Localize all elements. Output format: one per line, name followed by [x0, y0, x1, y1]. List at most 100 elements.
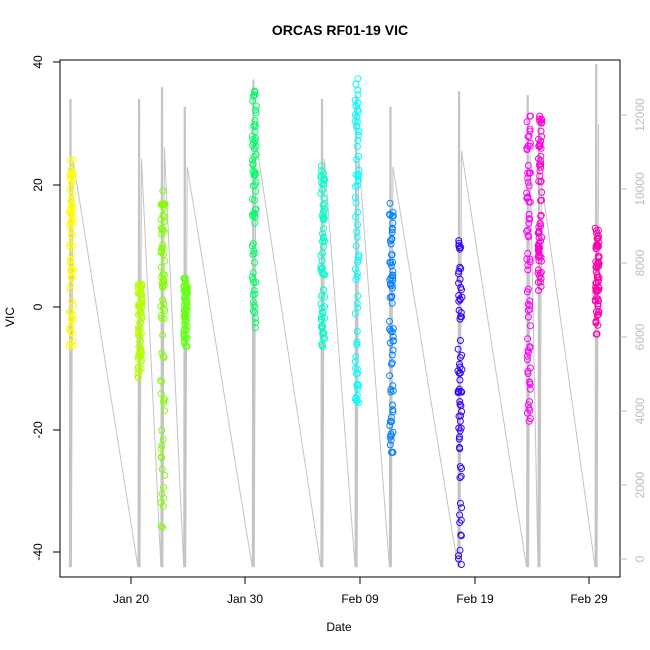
vic-point — [523, 227, 531, 235]
vic-point — [251, 137, 259, 145]
vic-point — [594, 234, 602, 242]
x-axis-label: Date — [326, 620, 352, 634]
vic-point — [136, 338, 144, 345]
vic-point — [536, 270, 544, 277]
vic-point — [353, 299, 361, 307]
vic-point — [594, 259, 602, 267]
vic-point — [523, 356, 531, 364]
vic-point — [354, 292, 362, 300]
vic-point — [159, 296, 167, 304]
y-axis-right: 12000 10000 8000 6000 4000 2000 0 — [620, 98, 647, 562]
vic-point — [351, 310, 359, 317]
vic-point — [523, 189, 531, 197]
vic-point — [352, 394, 360, 402]
vic-point — [67, 200, 75, 208]
vic-point — [318, 257, 326, 265]
vic-point — [351, 265, 359, 273]
vic-point — [537, 211, 545, 219]
y-tick-label: -40 — [31, 543, 45, 561]
vic-point — [538, 257, 545, 265]
y-right-tick-label: 6000 — [633, 323, 647, 350]
vic-point — [594, 300, 602, 308]
vic-point — [537, 144, 545, 152]
vic-point — [248, 195, 256, 203]
vic-point — [595, 252, 603, 260]
vic-point — [251, 290, 259, 298]
vic-point — [537, 283, 545, 290]
vic-point — [159, 270, 167, 278]
vic-point — [160, 353, 168, 361]
vic-point — [353, 338, 361, 346]
vic-point — [159, 435, 167, 443]
vic-point — [158, 244, 166, 252]
vic-point — [69, 156, 77, 164]
vic-point — [526, 398, 533, 406]
vic-point — [537, 178, 545, 186]
vic-point — [68, 250, 76, 258]
vic-point — [456, 354, 464, 361]
vic-point — [525, 210, 533, 218]
vic-point — [524, 335, 532, 343]
vic-point — [536, 252, 544, 260]
vic-point — [319, 264, 326, 272]
vic-point — [66, 243, 74, 251]
vic-point — [180, 274, 188, 282]
vic-point — [389, 406, 397, 414]
vic-point — [353, 181, 361, 189]
vic-point — [524, 370, 532, 377]
vic-point — [351, 111, 359, 119]
vic-point — [355, 128, 363, 135]
vic-point — [252, 109, 260, 117]
vic-point — [457, 402, 465, 410]
vic-point — [457, 531, 465, 539]
vic-point — [138, 348, 146, 356]
vic-point — [159, 331, 167, 339]
vic-point — [524, 266, 532, 274]
vic-point — [524, 174, 532, 182]
vic-point — [320, 216, 328, 224]
vic-point — [594, 232, 602, 240]
vic-points — [65, 75, 603, 568]
vic-point — [456, 363, 464, 371]
vic-point — [386, 276, 394, 284]
vic-point — [160, 399, 168, 407]
vic-point — [157, 390, 165, 398]
vic-point — [317, 300, 325, 308]
vic-point — [319, 330, 327, 338]
vic-point — [388, 401, 396, 409]
vic-point — [594, 287, 602, 295]
vic-point — [160, 494, 168, 502]
vic-point — [525, 132, 533, 140]
vic-point — [318, 211, 326, 219]
vic-point — [524, 178, 532, 186]
vic-point — [158, 426, 166, 434]
vic-point — [69, 175, 77, 183]
vic-point — [524, 285, 532, 293]
vic-point — [157, 216, 165, 223]
vic-point — [593, 242, 601, 250]
vic-point — [251, 170, 259, 178]
vic-point — [523, 144, 531, 152]
vic-point — [138, 303, 145, 311]
y-right-tick-label: 0 — [633, 555, 647, 562]
vic-point — [524, 226, 532, 234]
vic-point — [537, 127, 545, 135]
vic-point — [250, 287, 258, 294]
vic-point — [526, 415, 534, 422]
vic-point — [523, 118, 531, 126]
vic-point — [353, 228, 361, 236]
vic-point — [67, 328, 74, 336]
vic-point — [593, 235, 601, 243]
vic-point — [353, 370, 361, 378]
vic-point — [456, 519, 464, 527]
vic-point — [389, 382, 397, 390]
vic-point — [455, 292, 463, 299]
vic-point — [354, 208, 362, 216]
vic-point — [66, 219, 74, 227]
vic-point — [526, 302, 534, 309]
vic-point — [389, 346, 397, 354]
vic-point — [136, 319, 144, 327]
vic-point — [455, 279, 463, 287]
vic-point — [354, 221, 361, 229]
vic-point — [317, 172, 325, 180]
